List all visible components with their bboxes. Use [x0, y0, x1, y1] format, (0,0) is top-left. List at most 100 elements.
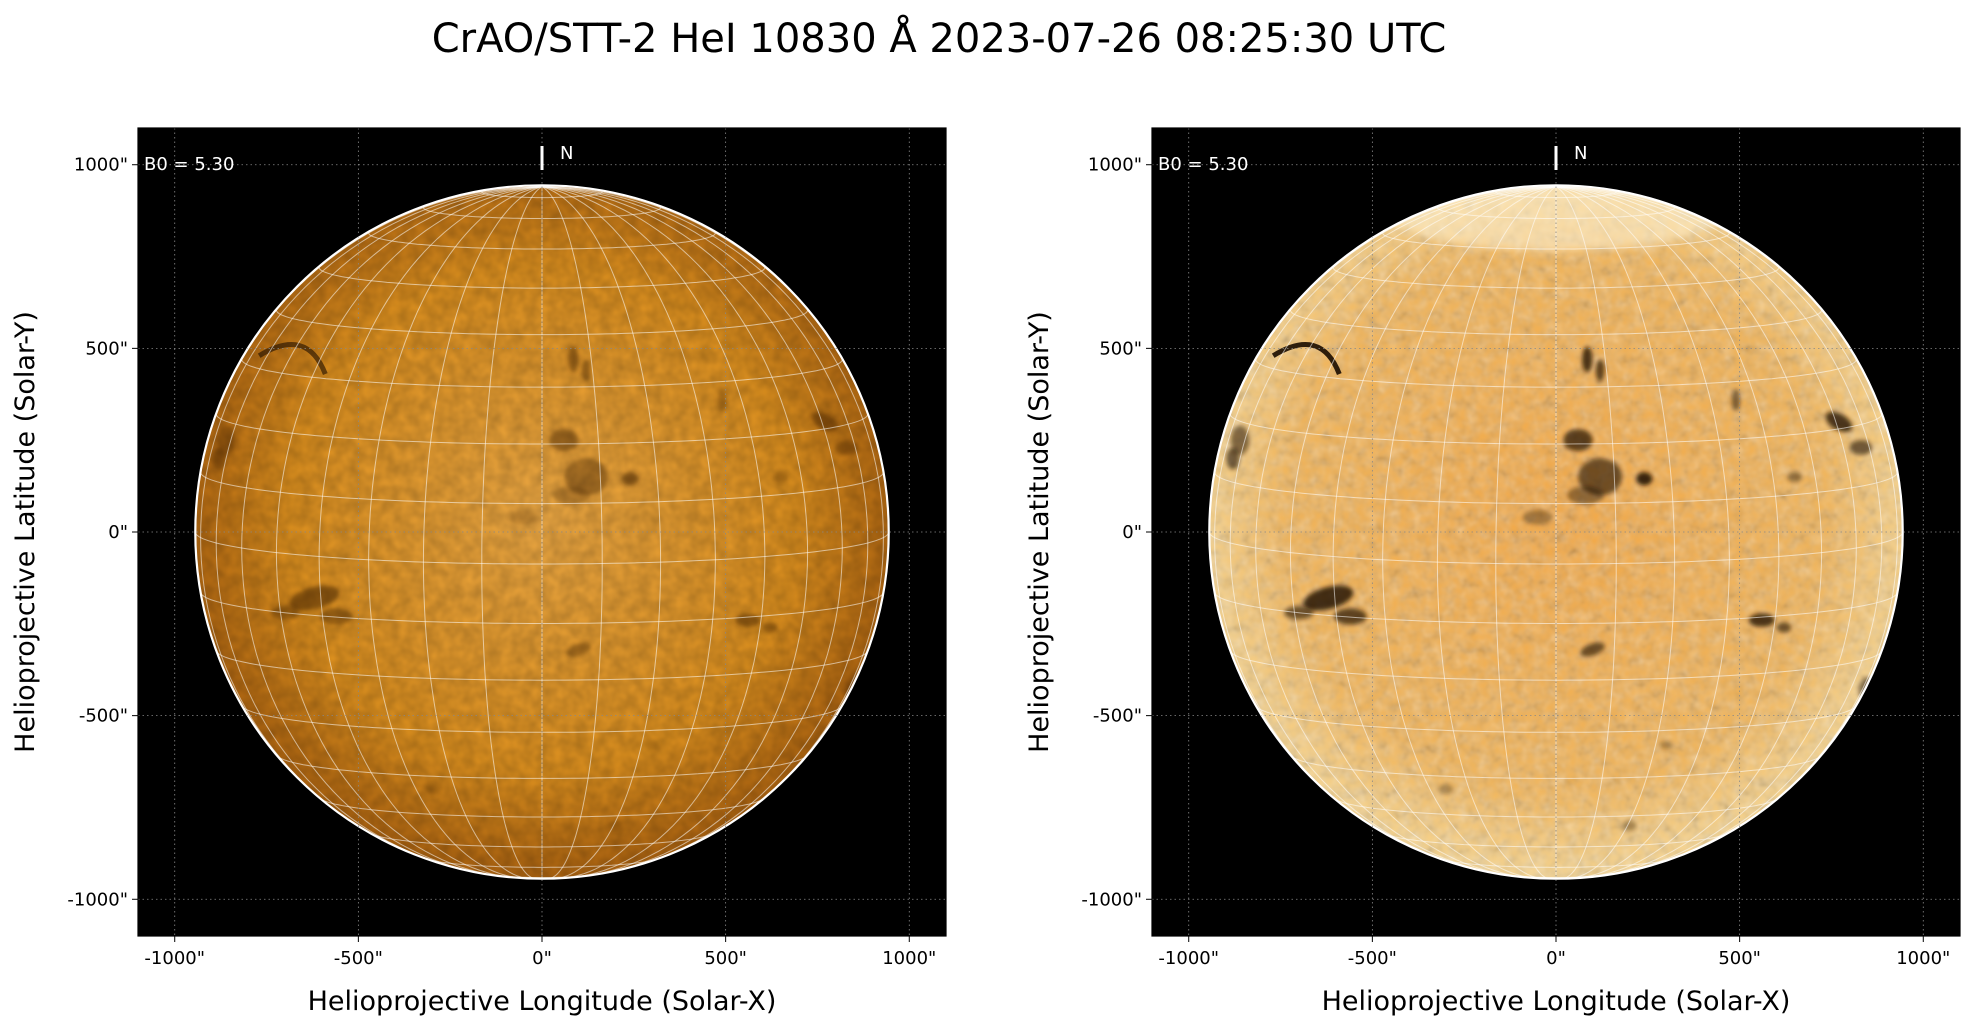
- x-tick-label: 1000": [882, 948, 936, 969]
- meridian-line: [541, 186, 716, 879]
- parallel-line: [371, 833, 713, 848]
- active-regions: [205, 342, 880, 831]
- meridian-line: [541, 186, 603, 879]
- meridian-line: [1332, 186, 1557, 878]
- solar-limb: [194, 184, 890, 880]
- parallel-line: [200, 472, 884, 505]
- active-region-2: [622, 472, 639, 486]
- active-region-23: [645, 740, 659, 750]
- active-region-3: [553, 486, 590, 505]
- parallel-line: [1332, 267, 1780, 289]
- meridian-line: [368, 186, 543, 879]
- active-region-5: [581, 359, 591, 382]
- active-region-24: [1522, 509, 1553, 525]
- left-panel: -1000" -500" 0" 500" 1000" 1000" 500" 0" -500" -1…: [10, 127, 947, 1017]
- active-region-16: [212, 447, 226, 470]
- x-tick-label: -500": [1348, 948, 1397, 969]
- meridian-line: [541, 186, 809, 877]
- meridian-line: [1555, 186, 1780, 878]
- parallel-line: [318, 267, 766, 289]
- meridian-line: [541, 186, 884, 835]
- active-region-10: [762, 622, 778, 633]
- y-tick-label: -1000": [1081, 889, 1142, 910]
- active-region-16: [1226, 447, 1240, 470]
- active-region-18: [1787, 471, 1803, 483]
- active-region-6: [1303, 585, 1354, 611]
- active-region-11: [1580, 642, 1605, 657]
- x-tick-label: 0": [1546, 948, 1566, 969]
- figure-title: CrAO/STT-2 HeI 10830 Å 2023-07-26 08:25:…: [432, 14, 1447, 62]
- meridian-line: [1382, 186, 1557, 879]
- active-region-7: [1333, 608, 1367, 625]
- x-tick-label: 0": [532, 948, 552, 969]
- active-region-17: [717, 388, 727, 411]
- parallel-line: [277, 756, 807, 779]
- x-axis-label: Helioprojective Longitude (Solar-X): [1322, 986, 1791, 1017]
- x-tick-label: -500": [334, 948, 383, 969]
- active-region-17: [1731, 388, 1741, 411]
- meridian-line: [318, 186, 543, 878]
- active-region-15: [216, 425, 236, 455]
- meridian-line: [1555, 186, 1730, 879]
- filament: [1271, 342, 1342, 376]
- y-tick-label: 0": [1122, 522, 1142, 543]
- meridian-line: [275, 186, 543, 877]
- y-tick-label: -1000": [67, 889, 128, 910]
- north-label: N: [1574, 143, 1587, 164]
- meridian-line: [422, 186, 543, 879]
- parallel-line: [1291, 756, 1821, 779]
- active-region-0: [1563, 429, 1593, 452]
- parallel-line: [1255, 359, 1857, 388]
- y-axis-label: Helioprojective Latitude (Solar-Y): [10, 311, 41, 753]
- parallel-line: [215, 650, 869, 681]
- filament: [257, 342, 328, 376]
- parallel-line: [1289, 309, 1823, 336]
- x-tick-label: -1000": [1158, 948, 1219, 969]
- north-label: N: [560, 143, 573, 164]
- meridian-line: [1555, 186, 1676, 879]
- active-region-12: [811, 411, 839, 432]
- active-region-13: [835, 440, 858, 455]
- heliographic-grid: [1209, 186, 1903, 879]
- active-region-23: [1659, 740, 1673, 750]
- y-tick-label: 500": [85, 338, 128, 359]
- active-region-10: [1776, 622, 1792, 633]
- y-tick-label: 1000": [1088, 155, 1142, 176]
- active-region-12: [1825, 411, 1853, 432]
- active-region-1: [1578, 458, 1623, 496]
- parallel-line: [1209, 531, 1903, 565]
- parallel-line: [241, 359, 843, 388]
- active-region-13: [1849, 440, 1872, 455]
- active-region-24: [508, 509, 539, 525]
- y-tick-label: -500": [79, 706, 128, 727]
- parallel-line: [275, 309, 809, 336]
- meridian-line: [541, 186, 766, 878]
- meridian-line: [1214, 186, 1557, 835]
- x-axis-label: Helioprojective Longitude (Solar-X): [308, 986, 777, 1017]
- parallel-line: [1495, 191, 1617, 199]
- parallel-line: [1229, 650, 1883, 681]
- meridian-line: [1495, 186, 1557, 879]
- parallel-line: [1214, 472, 1898, 505]
- active-region-7: [319, 608, 353, 625]
- active-region-9: [1748, 613, 1775, 627]
- x-tick-label: -1000": [144, 948, 205, 969]
- active-region-15: [1230, 425, 1250, 455]
- parallel-line: [1385, 833, 1727, 848]
- active-region-2: [1636, 472, 1653, 486]
- meridian-line: [1436, 186, 1557, 879]
- active-region-9: [734, 613, 761, 627]
- active-region-1: [564, 458, 609, 496]
- meridian-line: [1555, 186, 1617, 879]
- active-region-4: [568, 346, 579, 373]
- x-tick-label: 500": [704, 948, 747, 969]
- y-tick-label: 500": [1099, 338, 1142, 359]
- active-region-11: [566, 642, 591, 657]
- y-tick-label: 0": [108, 522, 128, 543]
- meridian-line: [200, 186, 543, 835]
- active-region-6: [289, 585, 340, 611]
- meridian-line: [1555, 186, 1883, 868]
- y-tick-label: 1000": [74, 155, 128, 176]
- parallel-line: [368, 232, 716, 250]
